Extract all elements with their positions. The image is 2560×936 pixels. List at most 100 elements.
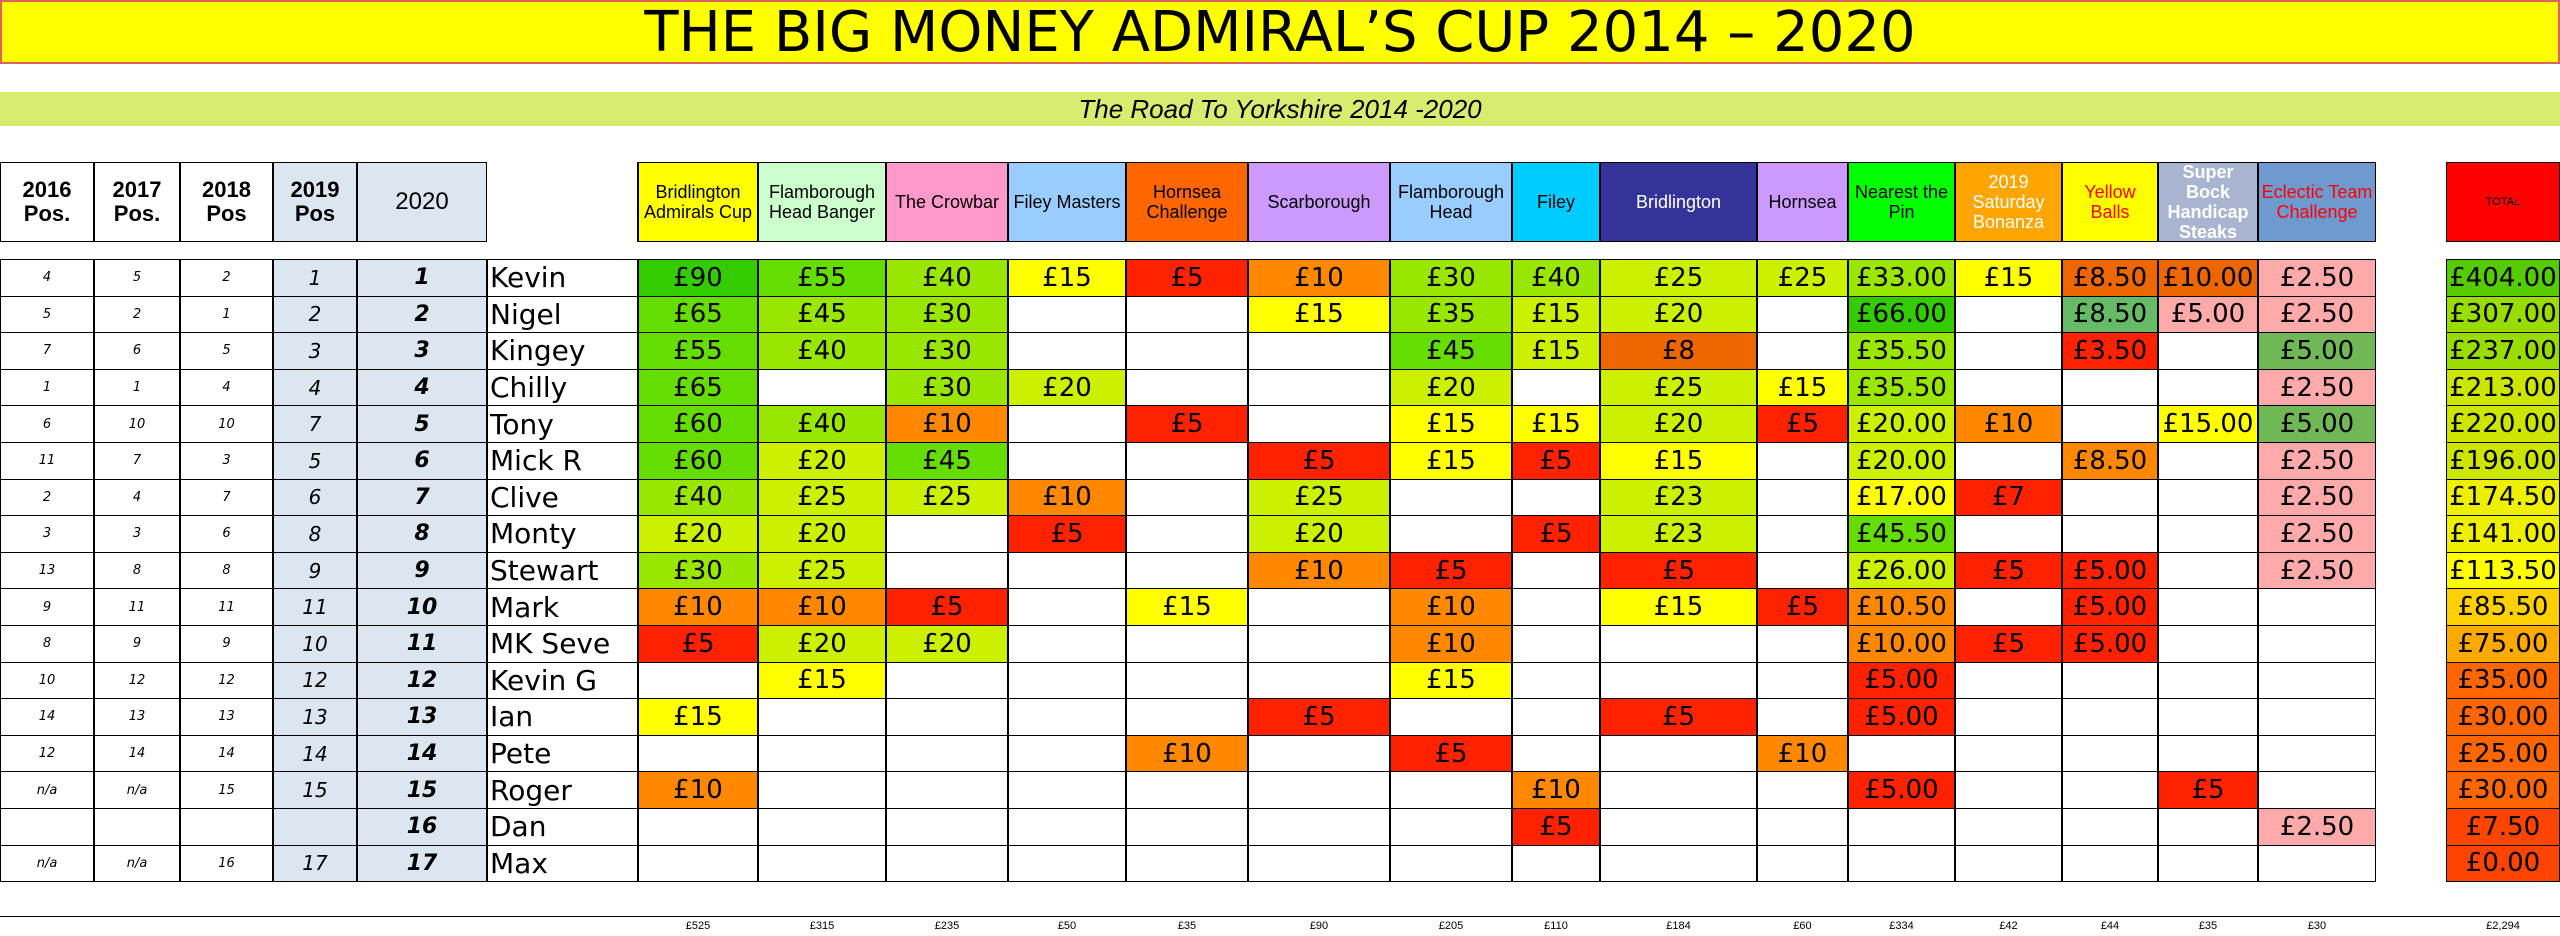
total-cell: £30.00 xyxy=(2446,771,2560,809)
prize-cell: £20 xyxy=(758,442,886,480)
event-header: Bridlington xyxy=(1600,162,1757,242)
event-total: £334 xyxy=(1889,920,1914,932)
prize-cell: £15 xyxy=(1512,295,1600,334)
prize-cell: £35 xyxy=(1390,295,1512,334)
pos-2020: 14 xyxy=(357,734,487,773)
prize-cell xyxy=(1008,844,1126,883)
prize-cell: £15 xyxy=(1955,259,2062,297)
pos-2016: 11 xyxy=(0,442,94,480)
pos-2016: 7 xyxy=(0,332,94,370)
prize-cell xyxy=(1390,698,1512,736)
prize-cell: £5 xyxy=(1955,625,2062,663)
pos-2016: 3 xyxy=(0,515,94,553)
pos-2017: 12 xyxy=(94,661,180,700)
event-total: £315 xyxy=(809,920,835,932)
prize-cell: £15.00 xyxy=(2158,405,2258,443)
prize-cell xyxy=(1248,734,1390,773)
total-cell: £213.00 xyxy=(2446,368,2560,407)
prize-cell xyxy=(638,808,758,846)
prize-cell xyxy=(2158,332,2258,370)
pos-2016: 13 xyxy=(0,551,94,590)
total-cell: £30.00 xyxy=(2446,698,2560,736)
total-cell: £75.00 xyxy=(2446,625,2560,663)
total-cell: £196.00 xyxy=(2446,442,2560,480)
prize-cell: £66.00 xyxy=(1848,295,1955,334)
prize-cell xyxy=(1600,661,1757,700)
prize-cell: £2.50 xyxy=(2258,259,2376,297)
pos-2020: 5 xyxy=(357,405,487,443)
prize-cell xyxy=(1126,771,1248,809)
prize-cell: £30 xyxy=(886,368,1008,407)
event-header: The Crowbar xyxy=(886,162,1008,242)
prize-cell: £15 xyxy=(1126,588,1248,626)
prize-cell: £10 xyxy=(1248,551,1390,590)
prize-cell xyxy=(1757,844,1848,883)
event-total: £50 xyxy=(1057,920,1077,932)
player-name: Pete xyxy=(487,734,638,773)
prize-cell xyxy=(1126,808,1248,846)
prize-cell: £5 xyxy=(1512,808,1600,846)
prize-cell xyxy=(2062,368,2158,407)
prize-cell xyxy=(1126,332,1248,370)
pos-2019: 11 xyxy=(273,588,357,626)
prize-cell xyxy=(1955,771,2062,809)
event-header: Flamborough Head xyxy=(1390,162,1512,242)
pos-2016: 12 xyxy=(0,734,94,773)
prize-cell: £60 xyxy=(638,405,758,443)
pos-2019: 7 xyxy=(273,405,357,443)
prize-cell: £2.50 xyxy=(2258,442,2376,480)
prize-cell: £20 xyxy=(758,625,886,663)
prize-cell xyxy=(1248,405,1390,443)
prize-cell: £15 xyxy=(1512,405,1600,443)
prize-cell: £2.50 xyxy=(2258,808,2376,846)
total-cell: £404.00 xyxy=(2446,259,2560,297)
pos-2020: 1 xyxy=(357,259,487,297)
prize-cell: £2.50 xyxy=(2258,368,2376,407)
hdr-2016-pos: 2016 Pos. xyxy=(0,162,94,242)
pos-2019: 10 xyxy=(273,625,357,663)
prize-cell xyxy=(1512,551,1600,590)
pos-2019: 1 xyxy=(273,259,357,297)
prize-cell: £5.00 xyxy=(1848,661,1955,700)
pos-2020: 6 xyxy=(357,442,487,480)
prize-cell: £10 xyxy=(1390,588,1512,626)
prize-cell xyxy=(758,808,886,846)
prize-cell: £5.00 xyxy=(2258,405,2376,443)
prize-cell xyxy=(1757,661,1848,700)
hdr-2020: 2020 xyxy=(357,162,487,242)
prize-cell xyxy=(2258,588,2376,626)
prize-cell: £25 xyxy=(758,551,886,590)
prize-cell xyxy=(1600,771,1757,809)
event-total: £35 xyxy=(1177,920,1197,932)
pos-2019: 8 xyxy=(273,515,357,553)
prize-cell: £15 xyxy=(1390,661,1512,700)
prize-cell xyxy=(638,734,758,773)
hdr-2019-pos: 2019 Pos xyxy=(273,162,357,242)
prize-cell xyxy=(2062,698,2158,736)
prize-cell xyxy=(638,661,758,700)
prize-cell xyxy=(1008,295,1126,334)
pos-2018: 7 xyxy=(180,478,273,517)
prize-cell xyxy=(1600,734,1757,773)
prize-cell: £10 xyxy=(1008,478,1126,517)
pos-2017: 2 xyxy=(94,295,180,334)
prize-cell: £10.00 xyxy=(2158,259,2258,297)
pos-2018: 6 xyxy=(180,515,273,553)
prize-cell: £20 xyxy=(1600,405,1757,443)
pos-2020: 17 xyxy=(357,844,487,883)
prize-cell: £65 xyxy=(638,368,758,407)
total-cell: £307.00 xyxy=(2446,295,2560,334)
pos-2018: 2 xyxy=(180,259,273,297)
pos-2018: 9 xyxy=(180,625,273,663)
prize-cell: £2.50 xyxy=(2258,478,2376,517)
player-name: Mark xyxy=(487,588,638,626)
prize-cell: £15 xyxy=(758,661,886,700)
prize-cell xyxy=(1008,808,1126,846)
prize-cell: £3.50 xyxy=(2062,332,2158,370)
event-header: Eclectic Team Challenge xyxy=(2258,162,2376,242)
player-name: Mick R xyxy=(487,442,638,480)
prize-cell: £55 xyxy=(638,332,758,370)
event-header: Yellow Balls xyxy=(2062,162,2158,242)
prize-cell: £10 xyxy=(1512,771,1600,809)
prize-cell: £20 xyxy=(1600,295,1757,334)
